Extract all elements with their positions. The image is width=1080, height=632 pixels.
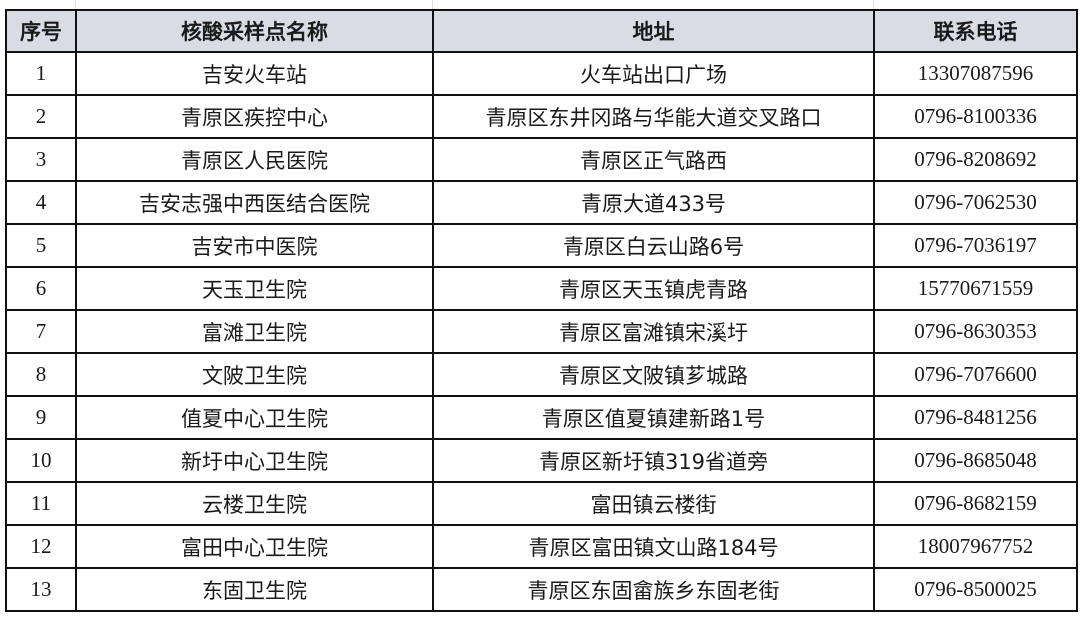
phone-number: 0796-8682159 <box>873 481 1078 526</box>
phone-number: 0796-8100336 <box>873 94 1078 139</box>
sampling-sites-table: 序号 核酸采样点名称 地址 联系电话 1 吉安火车站 火车站出口广场 13307087… <box>5 9 1078 612</box>
table-row: 3 青原区人民医院 青原区正气路西 0796-8208692 <box>5 137 1078 182</box>
address: 青原区东固畲族乡东固老街 <box>432 567 875 612</box>
table-row: 5 吉安市中医院 青原区白云山路6号 0796-7036197 <box>5 223 1078 268</box>
header-site-name: 核酸采样点名称 <box>75 9 434 53</box>
site-name: 吉安火车站 <box>75 51 434 96</box>
row-index: 9 <box>5 395 77 440</box>
address: 火车站出口广场 <box>432 51 875 96</box>
site-name: 东固卫生院 <box>75 567 434 612</box>
row-index: 10 <box>5 438 77 483</box>
header-phone: 联系电话 <box>873 9 1078 53</box>
row-index: 4 <box>5 180 77 225</box>
address: 青原区值夏镇建新路1号 <box>432 395 875 440</box>
table-row: 11 云楼卫生院 富田镇云楼街 0796-8682159 <box>5 481 1078 526</box>
site-name: 天玉卫生院 <box>75 266 434 311</box>
phone-number: 13307087596 <box>873 51 1078 96</box>
previous-table-edge <box>0 0 1080 10</box>
site-name: 文陂卫生院 <box>75 352 434 397</box>
phone-number: 0796-8208692 <box>873 137 1078 182</box>
phone-number: 0796-7062530 <box>873 180 1078 225</box>
address: 青原区白云山路6号 <box>432 223 875 268</box>
address: 青原区文陂镇芗城路 <box>432 352 875 397</box>
table-row: 9 值夏中心卫生院 青原区值夏镇建新路1号 0796-8481256 <box>5 395 1078 440</box>
row-index: 12 <box>5 524 77 569</box>
site-name: 富田中心卫生院 <box>75 524 434 569</box>
site-name: 云楼卫生院 <box>75 481 434 526</box>
table-row: 7 富滩卫生院 青原区富滩镇宋溪圩 0796-8630353 <box>5 309 1078 354</box>
address: 青原区天玉镇虎青路 <box>432 266 875 311</box>
row-index: 11 <box>5 481 77 526</box>
address: 青原区富滩镇宋溪圩 <box>432 309 875 354</box>
site-name: 青原区人民医院 <box>75 137 434 182</box>
header-row: 序号 核酸采样点名称 地址 联系电话 <box>5 9 1078 53</box>
site-name: 富滩卫生院 <box>75 309 434 354</box>
site-name: 新圩中心卫生院 <box>75 438 434 483</box>
phone-number: 0796-8500025 <box>873 567 1078 612</box>
phone-number: 0796-8481256 <box>873 395 1078 440</box>
phone-number: 0796-7076600 <box>873 352 1078 397</box>
row-index: 2 <box>5 94 77 139</box>
address: 青原区东井冈路与华能大道交叉路口 <box>432 94 875 139</box>
address: 青原区富田镇文山路184号 <box>432 524 875 569</box>
site-name: 青原区疾控中心 <box>75 94 434 139</box>
row-index: 3 <box>5 137 77 182</box>
phone-number: 18007967752 <box>873 524 1078 569</box>
table-row: 4 吉安志强中西医结合医院 青原大道433号 0796-7062530 <box>5 180 1078 225</box>
row-index: 1 <box>5 51 77 96</box>
row-index: 7 <box>5 309 77 354</box>
phone-number: 15770671559 <box>873 266 1078 311</box>
address: 青原区正气路西 <box>432 137 875 182</box>
address: 青原区新圩镇319省道旁 <box>432 438 875 483</box>
table-row: 10 新圩中心卫生院 青原区新圩镇319省道旁 0796-8685048 <box>5 438 1078 483</box>
address: 青原大道433号 <box>432 180 875 225</box>
table-row: 2 青原区疾控中心 青原区东井冈路与华能大道交叉路口 0796-8100336 <box>5 94 1078 139</box>
row-index: 13 <box>5 567 77 612</box>
row-index: 8 <box>5 352 77 397</box>
site-name: 值夏中心卫生院 <box>75 395 434 440</box>
phone-number: 0796-8630353 <box>873 309 1078 354</box>
address: 富田镇云楼街 <box>432 481 875 526</box>
table-row: 8 文陂卫生院 青原区文陂镇芗城路 0796-7076600 <box>5 352 1078 397</box>
table-row: 6 天玉卫生院 青原区天玉镇虎青路 15770671559 <box>5 266 1078 311</box>
phone-number: 0796-8685048 <box>873 438 1078 483</box>
site-name: 吉安市中医院 <box>75 223 434 268</box>
table-row: 13 东固卫生院 青原区东固畲族乡东固老街 0796-8500025 <box>5 567 1078 612</box>
header-index: 序号 <box>5 9 77 53</box>
table-row: 1 吉安火车站 火车站出口广场 13307087596 <box>5 51 1078 96</box>
site-name: 吉安志强中西医结合医院 <box>75 180 434 225</box>
row-index: 5 <box>5 223 77 268</box>
table-row: 12 富田中心卫生院 青原区富田镇文山路184号 18007967752 <box>5 524 1078 569</box>
phone-number: 0796-7036197 <box>873 223 1078 268</box>
header-address: 地址 <box>432 9 875 53</box>
row-index: 6 <box>5 266 77 311</box>
